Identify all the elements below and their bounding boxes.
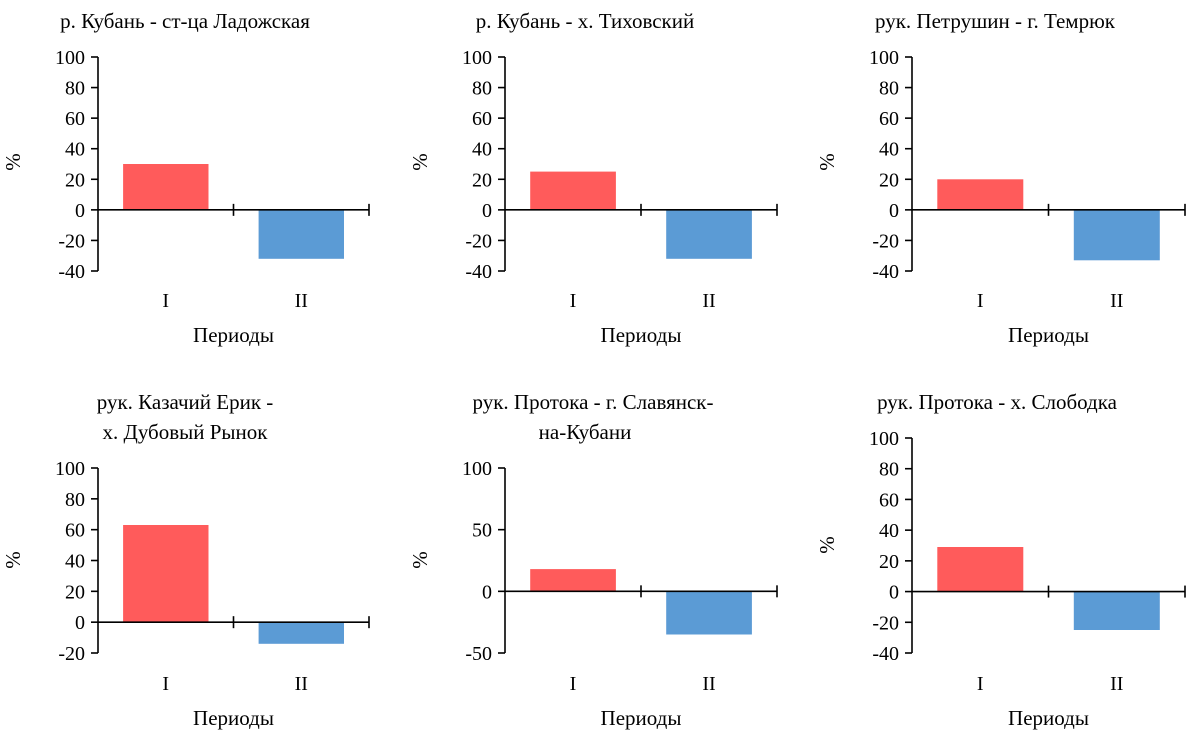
- chart-title-line: рук. Петрушин - г. Темрюк: [875, 9, 1116, 33]
- category-label: II: [1110, 290, 1123, 312]
- chart-panel-6: рук. Протока - х. Слободка 100 80 60 40 20 0 -2…: [815, 390, 1186, 730]
- bar-period-II: [666, 209, 752, 259]
- x-axis-title: Периоды: [1008, 706, 1089, 730]
- y-tick-label: 60: [879, 108, 899, 130]
- category-label: I: [977, 673, 984, 695]
- chart-title-line: рук. Казачий Ерик -: [97, 390, 274, 414]
- y-tick-label: 40: [65, 551, 85, 573]
- y-tick-label: 40: [879, 139, 899, 161]
- y-tick-label: 40: [879, 520, 899, 542]
- category-label: I: [162, 290, 169, 312]
- bar-period-I: [123, 164, 209, 210]
- chart-title-line: р. Кубань - х. Тиховский: [476, 9, 695, 33]
- y-tick-label: -20: [465, 230, 492, 252]
- category-label: II: [295, 290, 308, 312]
- chart-panel-2: р. Кубань - х. Тиховский 100 80 60 40 20 0 -20 -…: [408, 9, 778, 347]
- category-label: II: [702, 673, 715, 695]
- y-tick-label: 0: [75, 200, 85, 222]
- y-tick-label: 0: [482, 581, 492, 603]
- category-label: II: [702, 290, 715, 312]
- chart-title-line: рук. Протока - х. Слободка: [877, 390, 1118, 414]
- y-tick-label: 60: [65, 520, 85, 542]
- bar-period-I: [937, 547, 1024, 592]
- y-tick-label: 40: [65, 139, 85, 161]
- category-label: I: [570, 290, 577, 312]
- y-axis-title: %: [408, 153, 432, 171]
- bar-period-I: [123, 525, 209, 623]
- category-label: II: [295, 673, 308, 695]
- y-tick-label: 80: [65, 78, 85, 100]
- y-tick-label: 100: [55, 458, 85, 480]
- y-tick-label: -50: [465, 643, 492, 665]
- chart-title-line: х. Дубовый Рынок: [103, 420, 269, 444]
- chart-title-line: на-Кубани: [539, 420, 632, 444]
- bar-period-II: [258, 209, 344, 259]
- y-tick-label: 80: [879, 459, 899, 481]
- x-axis-title: Периоды: [601, 323, 682, 347]
- y-axis-title: %: [1, 551, 25, 569]
- bar-period-II: [666, 591, 752, 635]
- chart-title-line: р. Кубань - ст-ца Ладожская: [60, 9, 310, 33]
- y-tick-label: 100: [462, 458, 492, 480]
- bar-period-I: [530, 569, 616, 592]
- chart-panel-5: рук. Протока - г. Славянск-на-Кубани 100 5…: [408, 390, 778, 730]
- y-tick-label: 60: [879, 489, 899, 511]
- bar-period-II: [1073, 591, 1160, 630]
- y-tick-label: -40: [872, 643, 899, 665]
- bar-period-II: [258, 622, 344, 644]
- y-tick-label: -40: [465, 261, 492, 283]
- y-tick-label: 0: [482, 200, 492, 222]
- y-tick-label: -40: [58, 261, 85, 283]
- y-axis-title: %: [1, 153, 25, 171]
- y-tick-label: 60: [472, 108, 492, 130]
- y-tick-label: 0: [75, 612, 85, 634]
- category-label: I: [162, 673, 169, 695]
- bar-period-II: [1073, 209, 1160, 261]
- chart-panel-3: рук. Петрушин - г. Темрюк 100 80 60 40 20 0 -20…: [815, 9, 1186, 347]
- y-tick-label: -20: [872, 612, 899, 634]
- y-tick-label: 60: [65, 108, 85, 130]
- chart-title-line: рук. Протока - г. Славянск-: [472, 390, 713, 414]
- y-tick-label: 20: [879, 169, 899, 191]
- y-tick-label: 20: [65, 581, 85, 603]
- y-axis-title: %: [408, 551, 432, 569]
- y-tick-label: 100: [869, 47, 899, 69]
- chart-panel-1: р. Кубань - ст-ца Ладожская 100 80 60 40 20 0 -…: [1, 9, 370, 347]
- x-axis-title: Периоды: [193, 706, 274, 730]
- y-tick-label: 0: [889, 200, 899, 222]
- y-tick-label: 100: [869, 428, 899, 450]
- y-tick-label: -20: [872, 230, 899, 252]
- y-tick-label: 100: [462, 47, 492, 69]
- bar-period-I: [530, 171, 616, 210]
- y-tick-label: 20: [472, 169, 492, 191]
- y-tick-label: -20: [58, 643, 85, 665]
- y-tick-label: 0: [889, 582, 899, 604]
- chart-panel-4: рук. Казачий Ерик - х. Дубовый Рынок 100 80…: [1, 390, 370, 730]
- y-tick-label: 80: [879, 78, 899, 100]
- y-axis-title: %: [815, 536, 839, 554]
- y-tick-label: 20: [879, 551, 899, 573]
- y-tick-label: 50: [472, 520, 492, 542]
- category-label: I: [977, 290, 984, 312]
- bar-period-I: [937, 179, 1024, 210]
- y-tick-label: 80: [472, 78, 492, 100]
- y-tick-label: 40: [472, 139, 492, 161]
- y-tick-label: 100: [55, 47, 85, 69]
- x-axis-title: Периоды: [193, 323, 274, 347]
- y-axis-title: %: [815, 153, 839, 171]
- category-label: II: [1110, 673, 1123, 695]
- x-axis-title: Периоды: [1008, 323, 1089, 347]
- y-tick-label: -40: [872, 261, 899, 283]
- y-tick-label: 80: [65, 489, 85, 511]
- y-tick-label: 20: [65, 169, 85, 191]
- category-label: I: [570, 673, 577, 695]
- y-tick-label: -20: [58, 230, 85, 252]
- x-axis-title: Периоды: [601, 706, 682, 730]
